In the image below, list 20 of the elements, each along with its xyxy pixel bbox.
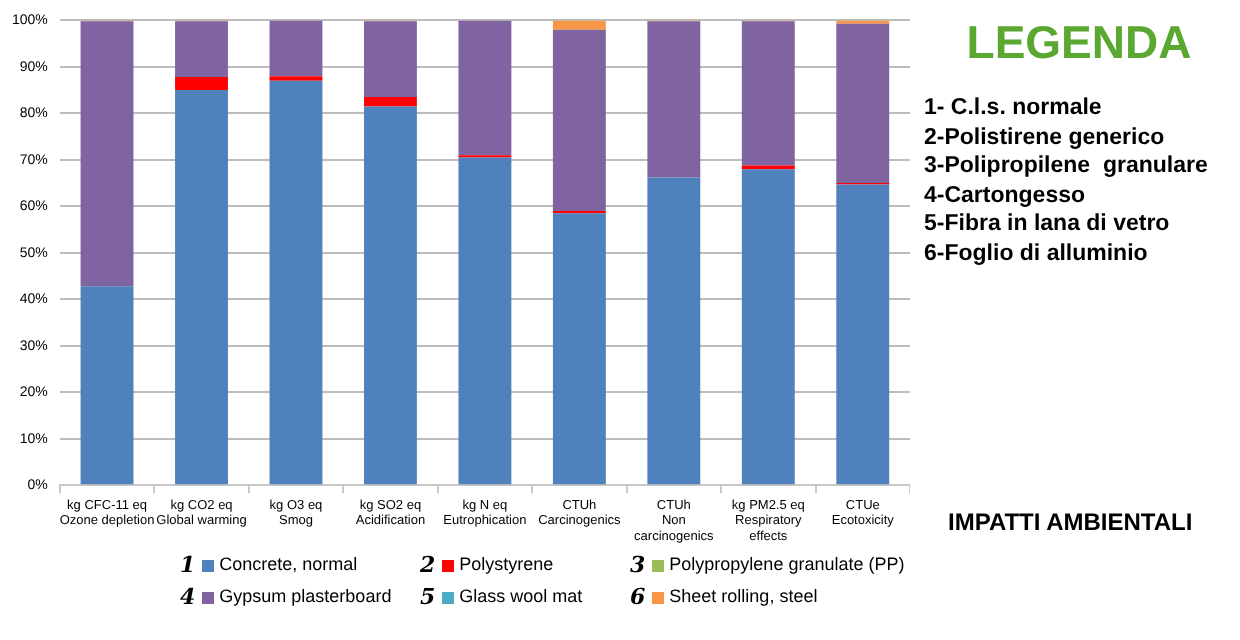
text: 5 [420,584,436,610]
text: 3-Polipropilene granulare [924,152,1210,181]
legend-label: Gypsum plasterboard [219,584,392,610]
text: 6 [630,584,646,610]
legend-label: Polypropylene granulate (PP) [669,552,905,578]
legend-label: Concrete, normal [219,552,358,578]
legend-label: Sheet rolling, steel [669,584,818,610]
text: 2 [420,552,436,578]
legend-label: Polystyrene [459,552,554,578]
text: 1- C.l.s. normale [924,94,1104,123]
text: IMPATTI AMBIENTALI [948,508,1193,536]
text: 4-Cartongesso [924,181,1088,210]
legend-label: Glass wool mat [459,584,583,610]
text: 6-Foglio di alluminio [924,239,1150,268]
text: 4 [180,584,196,610]
text: 5-Fibra in lana di vetro [924,210,1172,239]
text: 3 [630,552,646,578]
text: 2-Polistirene generico [924,123,1167,152]
legend-title: LEGENDA [964,16,1194,70]
text: 1 [180,552,196,578]
